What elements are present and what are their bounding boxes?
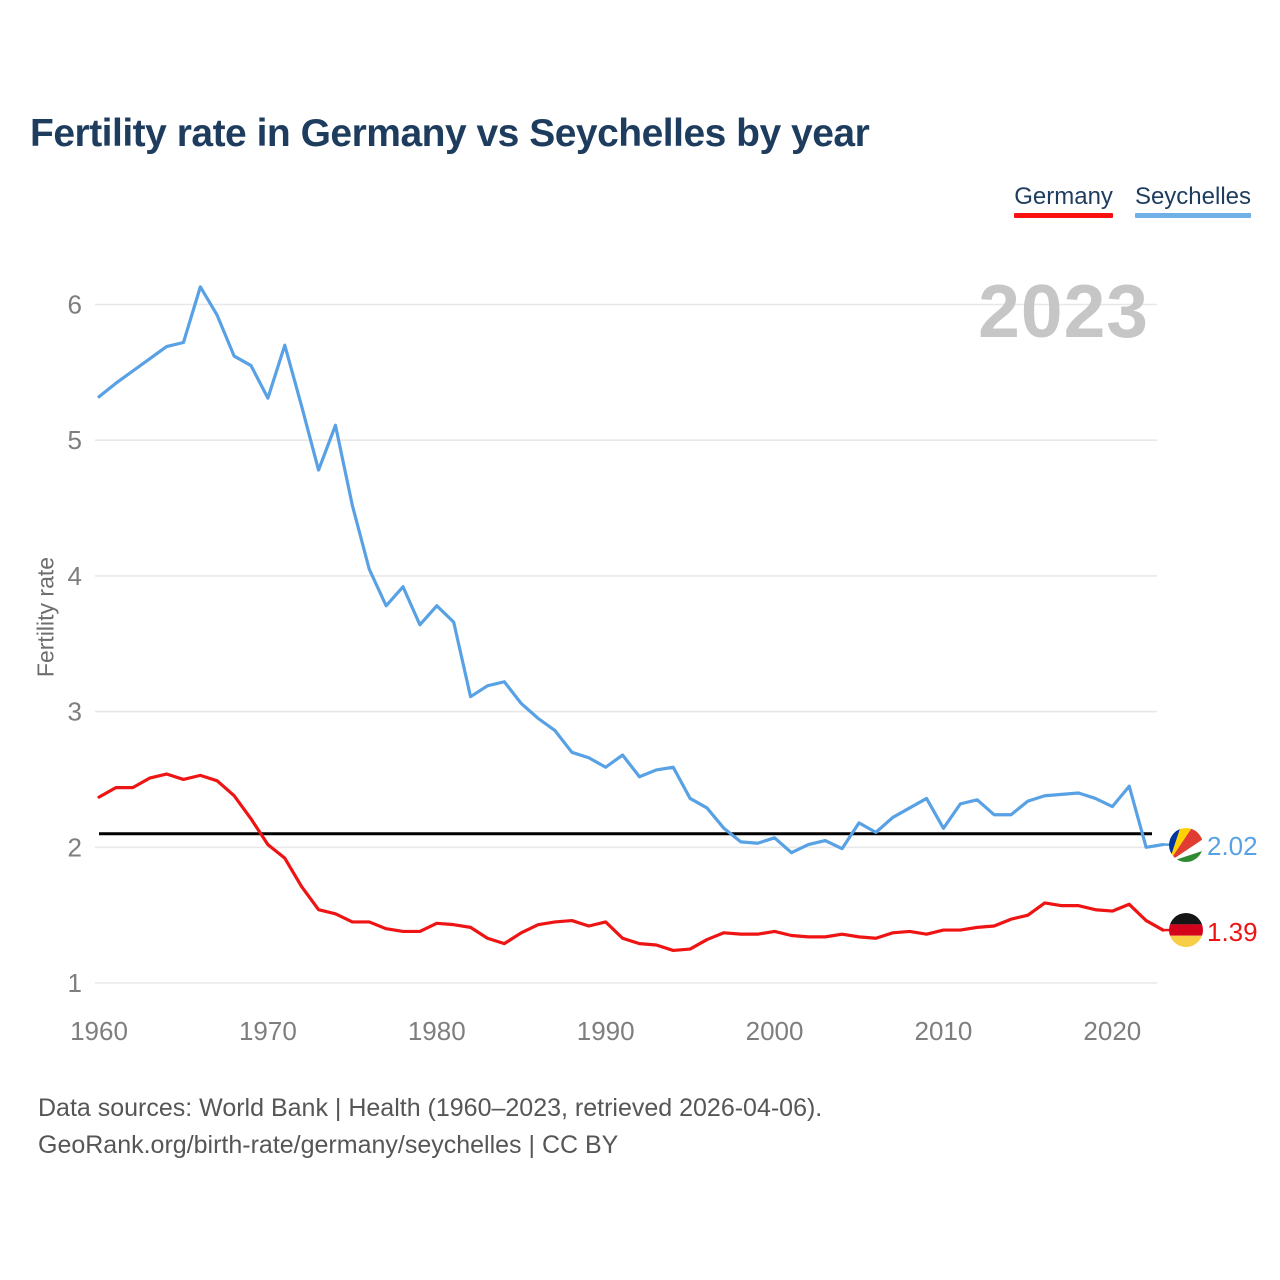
legend-item-germany[interactable]: Germany <box>1014 183 1113 219</box>
legend-label-seychelles: Seychelles <box>1134 183 1251 210</box>
svg-text:4: 4 <box>68 561 82 591</box>
svg-text:2010: 2010 <box>915 1016 973 1046</box>
legend-underline-seychelles <box>1134 213 1251 219</box>
legend-underline-germany <box>1014 213 1113 219</box>
seychelles-end-value: 2.02 <box>1207 831 1258 861</box>
germany-flag-icon <box>1169 913 1203 947</box>
watermark-year: 2023 <box>978 269 1149 353</box>
footer-source-line: Data sources: World Bank | Health (1960–… <box>38 1094 823 1122</box>
germany-end-value: 1.39 <box>1207 917 1258 947</box>
svg-text:3: 3 <box>68 697 82 727</box>
svg-text:6: 6 <box>68 290 82 320</box>
legend-item-seychelles[interactable]: Seychelles <box>1134 183 1251 219</box>
seychelles-flag-icon <box>1169 828 1203 862</box>
svg-text:5: 5 <box>68 425 82 455</box>
svg-text:1990: 1990 <box>577 1016 635 1046</box>
svg-text:2: 2 <box>68 832 82 862</box>
svg-text:2020: 2020 <box>1083 1016 1141 1046</box>
legend: Germany Seychelles <box>1014 183 1251 219</box>
y-axis-label: Fertility rate <box>32 556 59 678</box>
footer-link-line: GeoRank.org/birth-rate/germany/seychelle… <box>38 1131 619 1159</box>
svg-text:1980: 1980 <box>408 1016 466 1046</box>
svg-text:1960: 1960 <box>70 1016 128 1046</box>
legend-label-germany: Germany <box>1014 183 1113 210</box>
footer: Data sources: World Bank | Health (1960–… <box>38 1090 822 1164</box>
svg-text:1970: 1970 <box>239 1016 297 1046</box>
svg-text:2000: 2000 <box>746 1016 804 1046</box>
svg-text:1: 1 <box>68 968 82 998</box>
page-title: Fertility rate in Germany vs Seychelles … <box>30 112 870 155</box>
